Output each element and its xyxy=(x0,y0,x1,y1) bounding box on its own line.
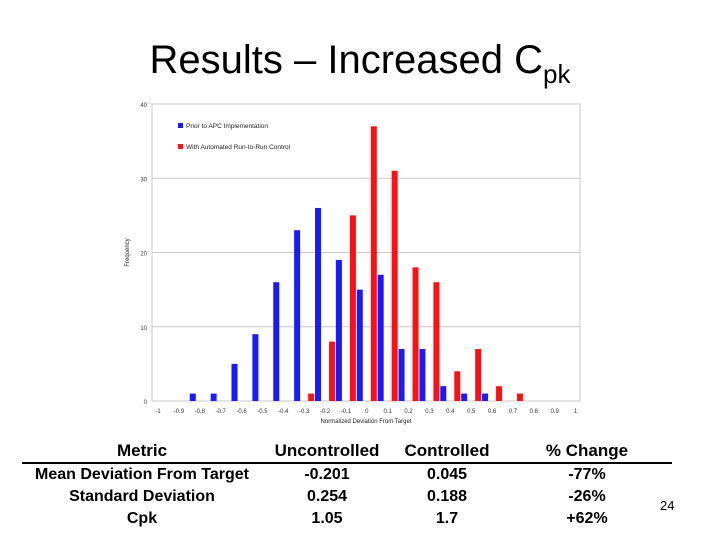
y-tick-label: 20 xyxy=(140,252,147,258)
x-tick-label: -0.6 xyxy=(236,409,247,415)
table-cell-uncontrolled: -0.201 xyxy=(304,466,350,483)
bar xyxy=(398,349,405,401)
x-tick-label: -0.5 xyxy=(257,409,268,415)
table-row: Cpk 1.05 1.7 +62% xyxy=(22,508,672,530)
y-tick-label: 40 xyxy=(140,103,147,109)
x-tick-label: -0.2 xyxy=(320,409,331,415)
bar xyxy=(461,393,468,401)
x-tick-label: 0.8 xyxy=(530,409,539,415)
table-cell-metric: Cpk xyxy=(126,510,158,527)
table-cell-uncontrolled: 0.254 xyxy=(306,488,348,505)
table-row: Standard Deviation 0.254 0.188 -26% xyxy=(22,486,672,508)
legend-swatch xyxy=(178,123,183,128)
bar xyxy=(454,371,461,401)
bar xyxy=(210,393,217,401)
bar xyxy=(349,215,356,401)
bar xyxy=(496,386,503,401)
bar xyxy=(377,274,384,401)
table-row: Mean Deviation From Target -0.201 0.045 … xyxy=(22,463,672,486)
slide-title: Results – Increased Cpk xyxy=(0,36,720,98)
x-tick-label: 0.1 xyxy=(383,409,392,415)
x-tick-label: -0.1 xyxy=(341,409,352,415)
results-table: Metric Uncontrolled Controlled % Change … xyxy=(22,440,672,530)
table-cell-change: -77% xyxy=(568,466,606,483)
y-axis-label: Frequency xyxy=(125,238,131,266)
y-tick-label: 0 xyxy=(144,400,148,406)
table-cell-change: -26% xyxy=(568,488,606,505)
bar xyxy=(440,386,447,401)
y-tick-label: 30 xyxy=(140,177,147,183)
bar xyxy=(356,289,363,401)
x-tick-label: 0.7 xyxy=(509,409,518,415)
bar xyxy=(391,170,398,401)
bar xyxy=(273,282,280,401)
bar xyxy=(475,349,482,401)
x-axis-label: Normalized Deviation From Target xyxy=(321,419,412,425)
legend-label: Prior to APC Implementation xyxy=(186,123,268,130)
bar xyxy=(412,267,419,401)
table-cell-controlled: 0.045 xyxy=(426,466,468,483)
x-tick-label: -1 xyxy=(155,409,161,415)
bar xyxy=(189,393,196,401)
x-tick-label: 0.5 xyxy=(467,409,476,415)
bar xyxy=(329,341,336,401)
x-tick-label: 0.2 xyxy=(404,409,413,415)
bar xyxy=(294,230,301,401)
header-uncontrolled: Uncontrolled xyxy=(262,440,392,464)
bar xyxy=(419,349,426,401)
bar xyxy=(433,282,440,401)
header-metric: Metric xyxy=(22,440,262,464)
x-tick-label: -0.8 xyxy=(195,409,206,415)
bar xyxy=(315,207,322,401)
slide-title-subscript: pk xyxy=(543,59,571,89)
legend-swatch xyxy=(178,144,183,149)
bar xyxy=(308,393,315,401)
bar xyxy=(370,126,377,402)
bar xyxy=(482,393,489,401)
x-tick-label: -0.3 xyxy=(299,409,310,415)
x-tick-label: 0.9 xyxy=(551,409,560,415)
bar xyxy=(231,363,238,401)
x-tick-label: 0.3 xyxy=(425,409,434,415)
table-cell-controlled: 0.188 xyxy=(426,488,468,505)
results-table-header-row: Metric Uncontrolled Controlled % Change xyxy=(22,440,672,464)
x-tick-label: 0 xyxy=(365,409,369,415)
header-percent-change: % Change xyxy=(502,440,672,464)
y-tick-label: 10 xyxy=(140,326,147,332)
table-cell-uncontrolled: 1.05 xyxy=(311,510,343,527)
table-cell-controlled: 1.7 xyxy=(435,510,459,527)
x-tick-label: 1 xyxy=(574,409,578,415)
x-tick-label: 0.4 xyxy=(446,409,455,415)
bar xyxy=(335,259,342,401)
bar xyxy=(252,334,259,401)
table-cell-metric: Standard Deviation xyxy=(69,488,215,505)
x-tick-label: -0.9 xyxy=(174,409,185,415)
slide-title-text: Results – Increased C xyxy=(149,38,544,82)
x-tick-label: 0.6 xyxy=(488,409,497,415)
table-cell-metric: Mean Deviation From Target xyxy=(35,466,249,483)
x-tick-label: -0.4 xyxy=(278,409,289,415)
page-number: 24 xyxy=(660,498,675,513)
legend-label: With Automated Run-to-Run Control xyxy=(186,144,291,151)
table-cell-change: +62% xyxy=(566,510,608,527)
bar xyxy=(516,393,523,401)
header-controlled: Controlled xyxy=(392,440,502,464)
x-tick-label: -0.7 xyxy=(215,409,226,415)
